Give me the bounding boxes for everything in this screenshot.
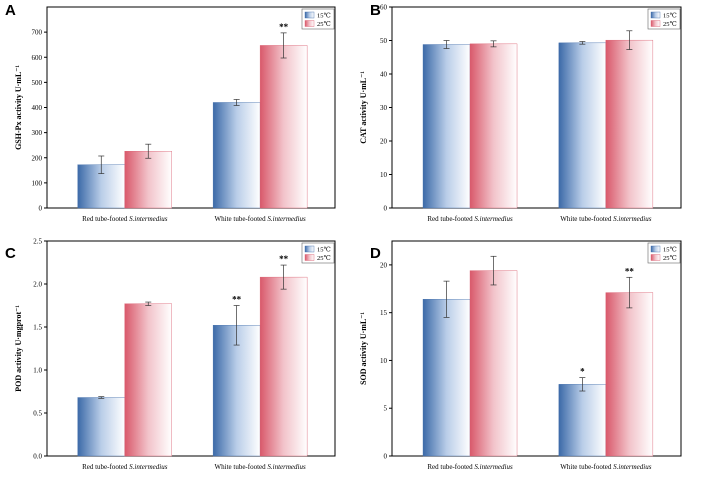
y-tick-label: 700 (32, 29, 43, 37)
legend-swatch (304, 245, 315, 253)
significance-mark: ** (279, 22, 289, 32)
legend: 15℃25℃ (647, 8, 681, 30)
legend-swatch (650, 254, 661, 261)
y-tick-label: 50 (380, 37, 388, 45)
y-tick-label: 600 (32, 54, 43, 62)
bar (124, 303, 172, 457)
x-tick-label: White tube-footed S.intermedius (560, 463, 651, 471)
legend-label: 15℃ (317, 12, 331, 20)
y-tick-label: 100 (32, 179, 43, 187)
y-tick-label: 10 (380, 357, 388, 365)
y-tick-label: 2.5 (33, 238, 42, 246)
legend-label: 25℃ (663, 254, 677, 262)
bar (77, 164, 125, 209)
legend-swatch (304, 20, 315, 27)
y-tick-label: 0 (39, 205, 43, 213)
y-tick-label: 15 (380, 309, 388, 317)
panel-b: B 0 10 20 30 40 50 60 CAT activity U·mL⁻¹ Red tub… (359, 2, 682, 223)
bar (77, 397, 125, 457)
y-tick-label: 10 (380, 171, 388, 179)
bar (605, 292, 654, 457)
y-tick-label: 200 (32, 154, 43, 162)
legend-label: 25℃ (663, 20, 677, 28)
legend-label: 15℃ (317, 246, 331, 254)
x-tick-label: Red tube-footed S.intermedius (427, 215, 513, 223)
legend: 15℃25℃ (301, 242, 335, 264)
y-tick-label: 300 (32, 129, 43, 137)
significance-mark: ** (625, 266, 635, 276)
legend-label: 15℃ (663, 246, 677, 254)
bar (558, 42, 607, 209)
legend-swatch (304, 11, 315, 19)
y-tick-label: 400 (32, 104, 43, 112)
y-tick-label: 0.0 (33, 453, 42, 461)
legend-swatch (650, 20, 661, 27)
y-axis-label: POD activity U·mgprot⁻¹ (14, 305, 23, 392)
plot-frame (46, 240, 336, 457)
y-tick-label: 60 (380, 4, 388, 12)
legend-label: 25℃ (317, 254, 331, 262)
y-tick-label: 0 (384, 453, 388, 461)
x-tick-label: Red tube-footed S.intermedius (82, 215, 168, 223)
panel-letter: B (370, 2, 381, 19)
panel-letter: A (5, 2, 16, 19)
y-tick-label: 0 (384, 205, 388, 213)
bar (212, 102, 261, 209)
legend: 15℃25℃ (301, 8, 335, 30)
legend-swatch (650, 11, 661, 19)
x-tick-label: White tube-footed S.intermedius (215, 215, 306, 223)
panel-c: C 0.0 0.5 1.0 1.5 2.0 2.5 POD activity U·mgprot… (5, 238, 336, 471)
x-tick-label: White tube-footed S.intermedius (560, 215, 651, 223)
y-axis-label: CAT activity U·mL⁻¹ (359, 71, 368, 144)
bar (469, 270, 518, 457)
legend: 15℃25℃ (647, 242, 681, 264)
bar (558, 384, 607, 457)
y-axis-label: GSH-Px activity U·mL⁻¹ (14, 64, 23, 149)
y-tick-label: 40 (380, 71, 388, 79)
significance-mark: ** (232, 295, 242, 305)
y-tick-label: 20 (380, 261, 388, 269)
bar (124, 151, 172, 209)
x-tick-label: White tube-footed S.intermedius (215, 463, 306, 471)
y-tick-label: 1.5 (33, 324, 42, 332)
panel-a: A 0 100 200 300 400 500 600 700 GSH-Px activity U… (5, 2, 336, 223)
y-tick-label: 1.0 (33, 367, 42, 375)
bar (605, 39, 654, 209)
bar (469, 43, 518, 209)
y-axis-label: SOD activity U·mL⁻¹ (359, 311, 368, 384)
legend-swatch (304, 254, 315, 261)
panel-letter: D (370, 245, 381, 262)
y-tick-label: 0.5 (33, 410, 42, 418)
x-tick-label: Red tube-footed S.intermedius (82, 463, 168, 471)
panel-d: D 0 5 10 15 20 SOD activity U·mL⁻¹ Red tube-foo… (359, 240, 682, 471)
bar (259, 276, 308, 457)
y-tick-label: 5 (384, 405, 388, 413)
legend-label: 15℃ (663, 12, 677, 20)
panel-letter: C (5, 245, 16, 262)
y-tick-label: 30 (380, 104, 388, 112)
bar (422, 44, 471, 209)
bar (259, 45, 308, 209)
bar (422, 299, 471, 457)
legend-swatch (650, 245, 661, 253)
y-tick-label: 500 (32, 79, 43, 87)
significance-mark: * (580, 367, 585, 377)
x-tick-label: Red tube-footed S.intermedius (427, 463, 513, 471)
plot-frame (391, 240, 682, 457)
significance-mark: ** (279, 254, 289, 264)
legend-label: 25℃ (317, 20, 331, 28)
y-tick-label: 20 (380, 138, 388, 146)
bar (212, 325, 261, 457)
y-tick-label: 2.0 (33, 281, 42, 289)
